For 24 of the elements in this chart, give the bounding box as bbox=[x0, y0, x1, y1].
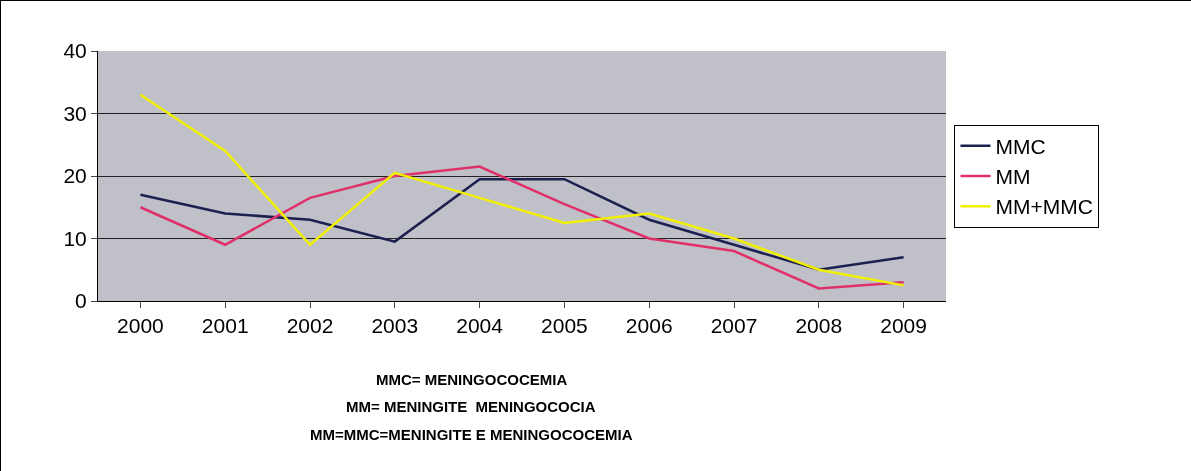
legend-label: MM bbox=[995, 165, 1031, 189]
y-tick-label: 10 bbox=[63, 226, 87, 250]
text: MM= MENINGITE MENINGOCOCIA bbox=[346, 398, 596, 415]
x-tick-label: 2001 bbox=[201, 314, 249, 338]
y-tick-label: 0 bbox=[75, 289, 87, 313]
legend-label: MMC bbox=[995, 134, 1046, 158]
x-tick-label: 2000 bbox=[117, 314, 164, 338]
x-tick-label: 2008 bbox=[795, 314, 843, 338]
x-tick-label: 2007 bbox=[710, 314, 758, 338]
y-tick-label: 40 bbox=[63, 39, 87, 63]
x-tick-label: 2004 bbox=[456, 314, 504, 338]
y-tick-label: 30 bbox=[63, 101, 87, 125]
x-tick-label: 2005 bbox=[541, 314, 588, 338]
x-tick-label: 2003 bbox=[371, 314, 419, 338]
x-tick-label: 2009 bbox=[880, 314, 927, 338]
line-series bbox=[139, 165, 905, 290]
legend-label: MM+MMC bbox=[995, 195, 1093, 219]
text: MMC= MENINGOCOCEMIA bbox=[376, 371, 568, 388]
line-series bbox=[139, 177, 905, 271]
text: MM=MMC=MENINGITE E MENINGOCOCEMIA bbox=[310, 426, 633, 443]
x-tick-label: 2006 bbox=[625, 314, 673, 338]
x-tick-label: 2002 bbox=[286, 314, 334, 338]
y-tick-label: 20 bbox=[63, 164, 87, 188]
line-series bbox=[139, 93, 905, 287]
